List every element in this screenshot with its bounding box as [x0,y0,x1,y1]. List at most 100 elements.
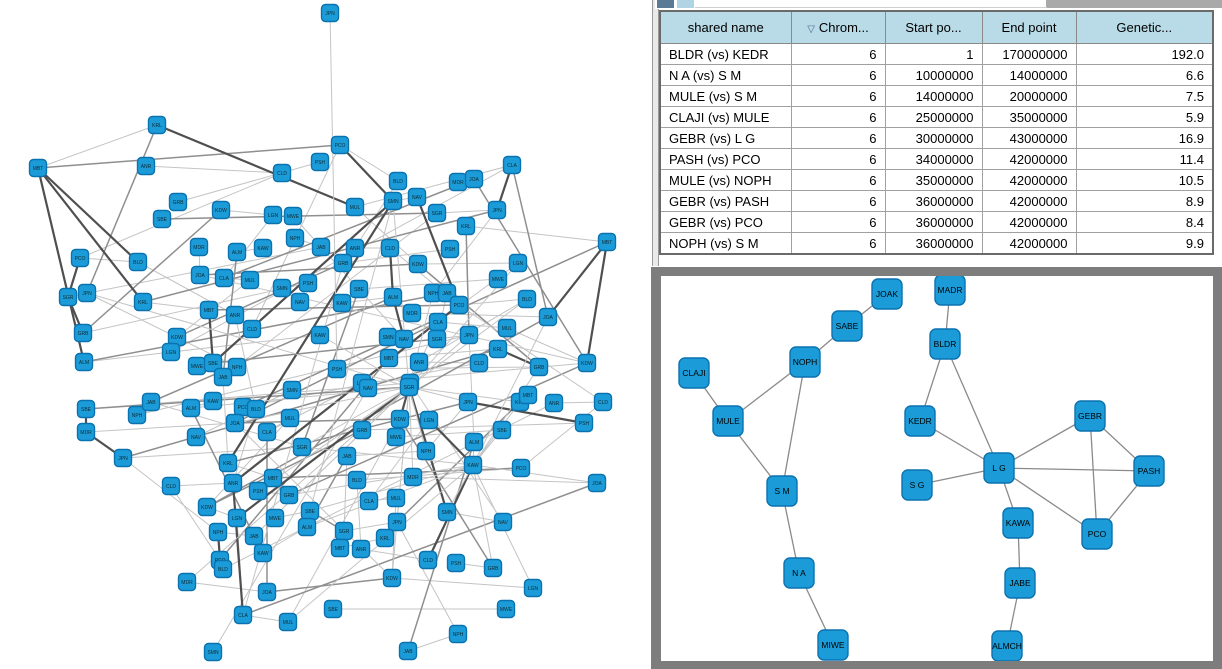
node-shape[interactable] [246,399,266,419]
network-node[interactable]: KAW [463,455,483,475]
network-node[interactable]: MBT [263,468,283,488]
network-node[interactable]: BLD [246,399,266,419]
network-node[interactable]: MBT [330,538,350,558]
node-shape[interactable] [991,630,1023,661]
network-node[interactable]: SMN [437,502,457,522]
table-cell[interactable]: 36000000 [884,232,983,255]
node-shape[interactable] [28,158,48,178]
network-node[interactable]: MULE [712,405,744,437]
table-cell[interactable]: PASH (vs) PCO [659,148,792,170]
network-node[interactable]: SBE [492,420,512,440]
table-row[interactable]: BLDR (vs) KEDR 6 1 170000000 192.0 [659,43,1214,65]
network-node[interactable]: JPN [487,200,507,220]
network-node[interactable]: SBE [323,599,343,619]
node-shape[interactable] [449,295,469,315]
network-node[interactable]: CLA [502,155,522,175]
network-node[interactable]: PASH [1133,455,1165,487]
node-shape[interactable] [538,307,558,327]
network-node[interactable]: SMN [272,278,292,298]
node-shape[interactable] [282,380,302,400]
node-shape[interactable] [388,171,408,191]
node-shape[interactable] [386,488,406,508]
node-shape[interactable] [147,115,167,135]
network-node[interactable]: MWE [187,356,207,376]
network-node[interactable]: SGR [58,287,78,307]
node-shape[interactable] [197,497,217,517]
table-cell[interactable]: MULE (vs) NOPH [659,169,792,191]
node-shape[interactable] [1074,400,1106,432]
network-node[interactable]: SGR [427,329,447,349]
node-shape[interactable] [448,624,468,644]
network-node[interactable]: MDR [403,467,423,487]
node-shape[interactable] [181,398,201,418]
node-shape[interactable] [223,473,243,493]
node-shape[interactable] [337,446,357,466]
table-row[interactable]: GEBR (vs) PCO 6 36000000 42000000 8.4 [659,211,1214,233]
network-node[interactable]: MDR [402,303,422,323]
network-node[interactable]: KDW [577,353,597,373]
node-shape[interactable] [265,508,285,528]
node-shape[interactable] [358,378,378,398]
node-shape[interactable] [76,422,96,442]
network-node[interactable]: GRB [73,323,93,343]
node-shape[interactable] [382,568,402,588]
node-shape[interactable] [208,522,228,542]
network-node[interactable]: MDR [76,422,96,442]
node-shape[interactable] [464,432,484,452]
network-node[interactable]: BLD [388,171,408,191]
node-shape[interactable] [387,512,407,532]
network-node[interactable]: ANR [223,473,243,493]
node-shape[interactable] [929,328,961,360]
network-node[interactable]: JAB [141,392,161,412]
table-cell[interactable]: 11.4 [1075,148,1214,170]
table-cell[interactable]: 16.9 [1075,127,1214,149]
node-shape[interactable] [218,453,238,473]
table-cell[interactable]: GEBR (vs) PASH [659,190,792,212]
network-node[interactable]: MIWE [817,629,849,661]
node-shape[interactable] [253,543,273,563]
network-node[interactable]: SMN [378,327,398,347]
node-shape[interactable] [1002,507,1034,539]
network-node[interactable]: JABE [1004,567,1036,599]
node-shape[interactable] [394,329,414,349]
network-node[interactable]: L G [983,452,1015,484]
node-shape[interactable] [416,441,436,461]
network-node[interactable]: NAV [358,378,378,398]
node-shape[interactable] [783,557,815,589]
network-node[interactable]: JOA [464,169,484,189]
network-node[interactable]: BLD [347,470,367,490]
node-shape[interactable] [789,346,821,378]
network-node[interactable]: MUL [386,488,406,508]
network-node[interactable]: GRB [168,192,188,212]
table-row[interactable]: GEBR (vs) PASH 6 36000000 42000000 8.9 [659,190,1214,212]
network-node[interactable]: CLA [428,312,448,332]
node-shape[interactable] [375,528,395,548]
network-node[interactable]: GRB [352,420,372,440]
table-cell[interactable]: 42000000 [981,148,1077,170]
network-node[interactable]: ANR [544,393,564,413]
network-node[interactable]: SBE [349,279,369,299]
node-shape[interactable] [58,287,78,307]
node-shape[interactable] [488,269,508,289]
table-cell[interactable]: 6 [790,127,886,149]
network-node[interactable]: GRB [483,558,503,578]
table-cell[interactable]: 192.0 [1075,43,1214,65]
node-shape[interactable] [240,270,260,290]
node-shape[interactable] [283,206,303,226]
network-node[interactable]: ANR [345,238,365,258]
table-row[interactable]: MULE (vs) NOPH 6 35000000 42000000 10.5 [659,169,1214,191]
network-node[interactable]: JOA [257,582,277,602]
node-shape[interactable] [593,392,613,412]
node-shape[interactable] [298,273,318,293]
node-shape[interactable] [76,399,96,419]
node-shape[interactable] [766,475,798,507]
network-node[interactable]: JOA [225,413,245,433]
network-node[interactable]: MWE [283,206,303,226]
network-node[interactable]: GRB [279,485,299,505]
network-node[interactable]: CLD [380,238,400,258]
node-shape[interactable] [136,156,156,176]
node-shape[interactable] [437,502,457,522]
table-cell[interactable]: 6 [790,43,886,65]
network-node[interactable]: PCO [330,135,350,155]
node-shape[interactable] [127,405,147,425]
